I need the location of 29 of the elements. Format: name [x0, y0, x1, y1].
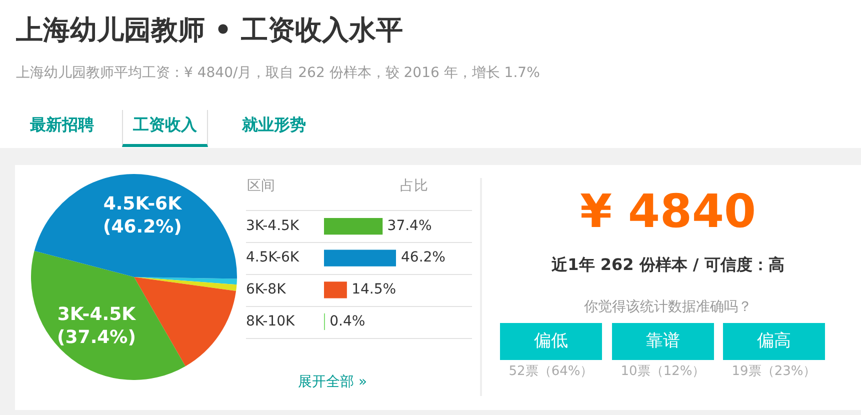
text: 占比: [400, 177, 428, 195]
text: 展开全部 »: [298, 373, 368, 391]
button: 偏低: [500, 323, 602, 360]
text: 52票（64%）: [508, 363, 594, 380]
text: 就业形势: [240, 114, 307, 136]
button: 靠谱: [612, 323, 714, 360]
slice-label: 3K-4.5K: [57, 304, 137, 325]
y-tick-label: 8K-10K: [246, 313, 296, 330]
text: 最新招聘: [29, 114, 95, 136]
text: 上海幼儿园教师平均工资：¥ 4840/月，取自 262 份样本，较 2016 年，增长 1.7%: [16, 64, 540, 82]
text: 区间: [247, 177, 275, 195]
button: 偏高: [723, 323, 825, 360]
data-label: 0.4%: [330, 313, 366, 330]
data-label: (46.2%): [102, 216, 182, 238]
text: 工资收入: [122, 110, 208, 147]
text: 10票（12%）: [620, 363, 706, 380]
data-label: (37.4%): [57, 326, 136, 348]
y-tick-label: 3K-4.5K: [246, 218, 300, 234]
text: ¥ 4840: [578, 184, 758, 238]
y-tick-label: 6K-8K: [246, 282, 287, 298]
y-tick-label: 4.5K-6K: [246, 250, 300, 266]
text: 19票（23%）: [730, 363, 818, 380]
data-label: 14.5%: [352, 282, 396, 298]
data-label: 37.4%: [387, 218, 432, 234]
text: 你觉得该统计数据准确吗？: [583, 298, 753, 316]
data-label: 46.2%: [401, 250, 446, 266]
text: 近1年 262 份样本 / 可信度：高: [550, 255, 786, 276]
slice-label: 4.5K-6K: [103, 193, 183, 214]
chart-title: 上海幼儿园教师 • 工资收入水平: [16, 14, 404, 48]
